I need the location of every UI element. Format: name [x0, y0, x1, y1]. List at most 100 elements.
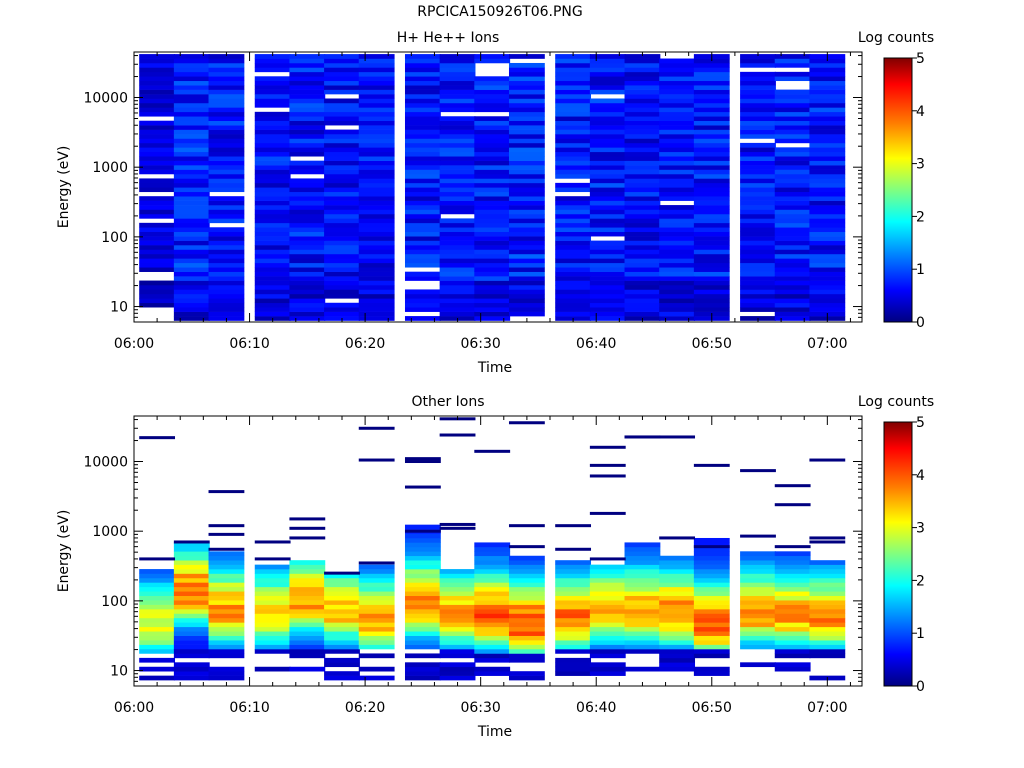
- heatmap-cell: [324, 586, 360, 592]
- heatmap-cell: [659, 311, 696, 317]
- heatmap-cell: [439, 591, 476, 597]
- heatmap-cell: [474, 227, 511, 233]
- heatmap-cell: [289, 271, 326, 277]
- heatmap-cell: [404, 546, 441, 552]
- heatmap-cell: [139, 289, 176, 295]
- heatmap-cell: [624, 253, 661, 259]
- heatmap-cell: [624, 222, 661, 228]
- heatmap-cell: [555, 173, 592, 179]
- heatmap-cell: [289, 218, 326, 224]
- heatmap-cell: [555, 657, 592, 663]
- heatmap-cell: [589, 626, 626, 632]
- heatmap-cell: [254, 609, 291, 614]
- heatmap-cell: [404, 218, 441, 224]
- heatmap-cell: [659, 582, 696, 588]
- heatmap-cell: [324, 307, 360, 312]
- heatmap-cell: [659, 285, 696, 290]
- heatmap-cell: [809, 62, 846, 68]
- heatmap-cell: [404, 138, 441, 144]
- heatmap-cell: [139, 649, 176, 654]
- heatmap-cell: [693, 178, 730, 184]
- heatmap-cell: [774, 129, 811, 135]
- heatmap-cell: [474, 640, 511, 645]
- heatmap-cell: [439, 89, 476, 95]
- heatmap-cell: [624, 231, 661, 237]
- heatmap-cell: [404, 107, 441, 113]
- heatmap-cell: [740, 80, 776, 86]
- heatmap-cell: [439, 151, 476, 157]
- heatmap-cell: [208, 302, 245, 308]
- sparse-count-mark: [774, 484, 811, 488]
- heatmap-cell: [324, 280, 360, 286]
- heatmap-cell: [474, 551, 511, 557]
- heatmap-cell: [555, 227, 592, 233]
- heatmap-cell: [439, 617, 476, 623]
- heatmap-cell: [173, 595, 210, 601]
- heatmap-cell: [208, 604, 245, 610]
- heatmap-cell: [589, 577, 626, 583]
- heatmap-cell: [173, 129, 210, 135]
- heatmap-cell: [474, 196, 511, 201]
- heatmap-cell: [474, 653, 511, 659]
- heatmap-cell: [474, 209, 511, 215]
- heatmap-cell: [439, 653, 476, 659]
- heatmap-cell: [289, 205, 326, 210]
- heatmap-cell: [693, 151, 730, 157]
- heatmap-cell: [624, 76, 661, 82]
- heatmap-cell: [555, 613, 592, 619]
- x-tick-label: 06:30: [460, 336, 500, 352]
- colorbar-label: Log counts: [858, 394, 934, 410]
- heatmap-cell: [173, 134, 210, 139]
- heatmap-cell: [589, 311, 626, 317]
- heatmap-cell: [139, 635, 176, 641]
- heatmap-cell: [474, 173, 511, 179]
- heatmap-cell: [508, 98, 545, 104]
- heatmap-cell: [289, 285, 326, 290]
- heatmap-cell: [439, 107, 476, 113]
- heatmap-cell: [358, 262, 395, 268]
- heatmap-cell: [289, 54, 326, 59]
- heatmap-cell: [139, 58, 176, 64]
- heatmap-cell: [289, 653, 326, 659]
- heatmap-cell: [208, 142, 245, 148]
- heatmap-cell: [139, 253, 176, 259]
- heatmap-cell: [508, 586, 545, 592]
- heatmap-cell: [589, 240, 626, 246]
- heatmap-cell: [324, 289, 360, 295]
- heatmap-cell: [254, 280, 291, 286]
- heatmap-cell: [659, 213, 696, 219]
- heatmap-cell: [809, 116, 846, 121]
- heatmap-cell: [693, 262, 730, 268]
- heatmap-cell: [289, 307, 326, 312]
- heatmap-cell: [774, 169, 811, 175]
- heatmap-cell: [173, 267, 210, 272]
- heatmap-cell: [740, 196, 776, 201]
- heatmap-cell: [740, 156, 776, 161]
- heatmap-cell: [208, 156, 245, 161]
- heatmap-cell: [774, 107, 811, 113]
- heatmap-cell: [508, 222, 545, 228]
- heatmap-cell: [589, 213, 626, 219]
- heatmap-cell: [254, 85, 291, 90]
- heatmap-cell: [624, 591, 661, 597]
- heatmap-cell: [659, 231, 696, 237]
- heatmap-cell: [289, 76, 326, 82]
- heatmap-cell: [404, 231, 441, 237]
- heatmap-cell: [208, 209, 245, 215]
- sparse-count-mark: [173, 540, 210, 544]
- heatmap-cell: [324, 218, 360, 224]
- heatmap-cell: [508, 213, 545, 219]
- heatmap-cell: [208, 609, 245, 614]
- heatmap-cell: [289, 631, 326, 636]
- y-tick-label: 10000: [83, 455, 128, 471]
- heatmap-cell: [439, 85, 476, 90]
- heatmap-cell: [173, 289, 210, 295]
- sparse-count-mark: [809, 458, 846, 462]
- heatmap-cell: [809, 196, 846, 201]
- heatmap-cell: [809, 564, 846, 570]
- heatmap-cell: [624, 178, 661, 184]
- heatmap-cell: [693, 573, 730, 579]
- x-tick-label: 06:10: [229, 336, 269, 352]
- heatmap-cell: [358, 564, 395, 570]
- heatmap-cell: [693, 134, 730, 139]
